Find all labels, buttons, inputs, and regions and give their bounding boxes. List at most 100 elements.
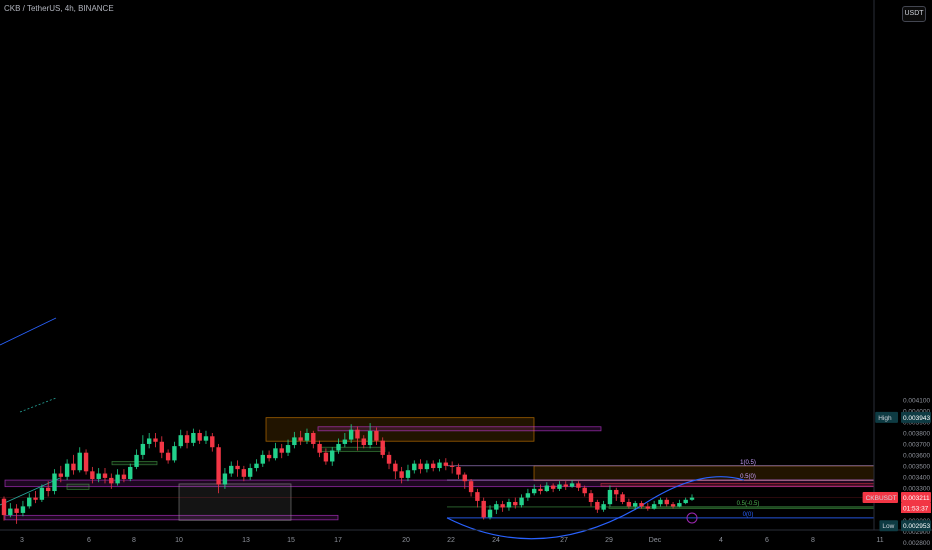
candle-body <box>418 463 423 470</box>
price-tag-key-box <box>862 491 898 503</box>
candle-body <box>197 433 202 441</box>
x-tick-label: 10 <box>175 537 183 544</box>
candle-body <box>102 473 108 478</box>
candle-body <box>285 445 291 453</box>
candle-body <box>468 481 474 493</box>
symbol-header[interactable]: CKB / TetherUS, 4h, BINANCE <box>4 4 114 13</box>
price-tags: High 0.003943 Low 0.002953 CKBUSDT 0.003211 01… <box>862 411 931 532</box>
candle-body <box>146 438 152 444</box>
candle-body <box>27 497 32 507</box>
zone-upper-box-left <box>265 417 535 442</box>
price-tag-value: 0.003211 <box>903 495 930 502</box>
candle-body <box>639 503 644 507</box>
candle-body <box>153 438 158 442</box>
alert-marker <box>686 512 698 524</box>
x-tick-label: 29 <box>605 537 613 544</box>
price-tag-countdown: 01:53:37 <box>903 505 929 512</box>
candle-body <box>304 433 310 441</box>
candle-body <box>247 468 253 477</box>
x-tick-label: 6 <box>87 537 91 544</box>
y-tick-label: 0.003700 <box>903 441 930 448</box>
candle-body <box>140 443 146 455</box>
candle-body <box>462 474 467 482</box>
candle-body <box>475 492 480 501</box>
candle-body <box>393 463 398 472</box>
candle-body <box>563 484 568 487</box>
x-tick-label: 6 <box>765 537 769 544</box>
candle-body <box>216 447 221 485</box>
candle-body <box>8 508 13 516</box>
candle-body <box>431 463 436 469</box>
y-tick-label: 0.003400 <box>903 474 930 481</box>
candle-body <box>317 443 322 453</box>
x-tick-label: 8 <box>811 537 815 544</box>
price-tag-box <box>901 491 931 503</box>
price-tag-box <box>901 411 931 423</box>
price-tag-key: High <box>878 415 892 422</box>
currency-button[interactable]: USDT <box>902 6 926 22</box>
candle-body <box>165 452 171 461</box>
price-tag-key: CKBUSDT <box>866 495 897 502</box>
candle-body <box>159 441 164 453</box>
candle-body <box>58 473 64 477</box>
candle-body <box>235 465 240 470</box>
candle-body <box>614 489 619 495</box>
candle-body <box>670 504 676 507</box>
candle-body <box>689 497 695 500</box>
candle-body <box>330 450 335 462</box>
candle-body <box>361 438 366 446</box>
candle-body <box>203 436 209 441</box>
zone-green-box-c <box>317 446 386 453</box>
rounded-bottom-curve <box>446 476 745 540</box>
candle-body <box>443 462 449 466</box>
x-tick-label: 11 <box>876 537 883 544</box>
x-tick-label: 20 <box>402 537 410 544</box>
candle-body <box>184 435 190 443</box>
candle-body <box>500 504 505 508</box>
price-tag-key-box <box>875 411 898 423</box>
x-tick-label: 27 <box>560 537 568 544</box>
y-tick-label: 0.004100 <box>903 398 930 405</box>
candle-body <box>557 484 562 489</box>
candle-body <box>96 473 101 479</box>
candle-body <box>651 504 657 509</box>
y-tick-label: 0.003900 <box>903 420 930 427</box>
overlay-layer <box>686 512 698 524</box>
x-tick-label: 22 <box>447 537 455 544</box>
time-axis[interactable]: 3 6 8 10 13 15 17 20 22 24 27 29 Dec 4 6 8 11 <box>20 537 884 544</box>
candle-body <box>658 499 663 505</box>
candle-body <box>336 443 341 451</box>
candle-body <box>538 488 543 492</box>
price-tag-value: 0.003943 <box>903 415 930 422</box>
candle-body <box>134 454 139 467</box>
candle-body <box>374 430 379 441</box>
candle-body <box>39 487 45 500</box>
candle-body <box>494 504 499 510</box>
candle-body <box>172 446 177 461</box>
trend-line <box>0 477 61 506</box>
candle-body <box>550 485 556 489</box>
candle-body <box>601 504 606 510</box>
candle-body <box>109 477 114 484</box>
candle-body <box>254 463 259 469</box>
x-tick-label: Dec <box>649 537 662 544</box>
y-tick-label: 0.002900 <box>903 529 930 536</box>
candle-body <box>607 489 613 505</box>
price-tag-key: Low <box>882 523 894 530</box>
y-tick-label: 0.003600 <box>903 452 930 459</box>
candle-body <box>456 466 461 475</box>
candle-body <box>405 470 411 478</box>
candle-body <box>626 501 632 507</box>
y-tick-label: 0.003500 <box>903 463 930 470</box>
candle-body <box>222 473 228 485</box>
price-tag-countdown-box <box>901 502 931 513</box>
price-tag-high: High 0.003943 <box>875 411 931 423</box>
candle-body <box>569 483 575 487</box>
candle-body <box>266 454 272 459</box>
candle-body <box>424 463 430 470</box>
candle-body <box>677 503 682 507</box>
candle-body <box>45 487 51 492</box>
candle-body <box>544 485 550 492</box>
